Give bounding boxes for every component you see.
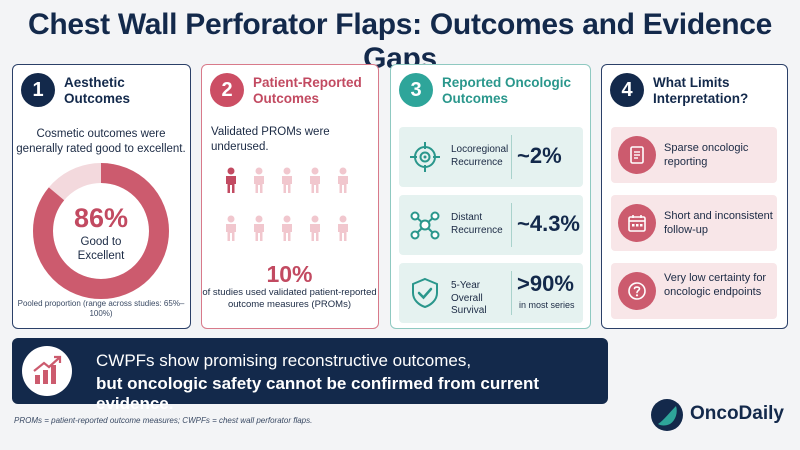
shield-check-icon [412, 277, 438, 309]
row-divider [511, 271, 512, 315]
oncologic-outcomes-card: 3 Reported Oncologic Outcomes Locoregion… [390, 64, 591, 329]
limit-text: Sparse oncologic reporting [664, 142, 749, 168]
page-title: Chest Wall Perforator Flaps: Outcomes an… [27, 8, 773, 75]
donut-chart [33, 163, 169, 299]
prom-description: of studies used validated patient-report… [202, 287, 377, 310]
card-number: 3 [399, 73, 433, 107]
card-title: Patient-Reported Outcomes [253, 75, 362, 106]
person-icon [338, 167, 348, 193]
person-icon [310, 167, 320, 193]
limits-card: 4 What Limits Interpretation? Sparse onc… [601, 64, 788, 329]
prom-percent: 10% [266, 261, 313, 287]
network-nodes-icon [410, 211, 440, 240]
donut-value-arc [33, 163, 169, 299]
limit-text: Short and inconsistent follow-up [664, 210, 773, 236]
aesthetic-outcomes-card: 1 Aesthetic Outcomes Cosmetic outcomes w… [12, 64, 191, 329]
card-description: Cosmetic outcomes were generally rated g… [16, 128, 186, 155]
person-icon [226, 167, 236, 193]
calendar-icon [618, 204, 656, 242]
card-number: 4 [610, 73, 644, 107]
oncologic-row: Distant Recurrence ~4.3% [399, 195, 583, 255]
card-title: Reported Oncologic Outcomes [442, 75, 572, 106]
oncodaily-logo: OncoDaily [650, 398, 795, 434]
card-title: Aesthetic Outcomes [64, 75, 131, 106]
logo-text: OncoDaily [690, 403, 784, 424]
card-title: What Limits Interpretation? [653, 75, 749, 106]
rising-chart-icon [22, 346, 72, 396]
card-number: 2 [210, 73, 244, 107]
donut-center: 86% Good to Excellent [31, 203, 171, 263]
patient-reported-outcomes-card: 2 Patient-Reported Outcomes Validated PR… [201, 64, 379, 329]
row-value: ~2% [517, 143, 562, 168]
person-icon [282, 167, 292, 193]
limit-row: Sparse oncologic reporting [611, 127, 777, 183]
question-icon [618, 272, 656, 310]
oncodaily-logo-icon [651, 399, 683, 431]
conclusion-banner: CWPFs show promising reconstructive outc… [12, 338, 608, 413]
banner-line-1: CWPFs show promising reconstructive outc… [96, 351, 472, 370]
row-label: Locoregional Recurrence [451, 144, 509, 168]
oncologic-row: 5-Year Overall Survival >90% in most ser… [399, 263, 583, 323]
card-footnote: Pooled proportion (range across studies:… [17, 299, 185, 318]
card-description: Validated PROMs were underused. [211, 126, 330, 153]
person-icon [254, 167, 264, 193]
banner-line-2: but oncologic safety cannot be confirmed… [96, 374, 539, 413]
donut-percent: 86% [73, 203, 129, 233]
row-sub: in most series [519, 300, 575, 310]
row-label: Distant Recurrence [451, 212, 503, 236]
donut-label: Good to Excellent [77, 236, 125, 262]
card-number: 1 [21, 73, 55, 107]
person-icon [282, 215, 292, 241]
footnote: PROMs = patient-reported outcome measure… [14, 416, 313, 425]
person-icon [254, 215, 264, 241]
oncologic-row: Locoregional Recurrence ~2% [399, 127, 583, 187]
row-label: 5-Year Overall Survival [451, 280, 487, 316]
limit-row: Very low certainty for oncologic endpoin… [611, 263, 777, 319]
row-divider [511, 135, 512, 179]
target-icon [410, 142, 440, 172]
person-icon [338, 215, 348, 241]
row-value: >90% [517, 271, 574, 296]
limit-text: Very low certainty for oncologic endpoin… [664, 272, 767, 298]
row-divider [511, 203, 512, 247]
person-icon [226, 215, 236, 241]
limit-row: Short and inconsistent follow-up [611, 195, 777, 251]
person-icon [310, 215, 320, 241]
row-value: ~4.3% [517, 211, 580, 236]
document-icon [618, 136, 656, 174]
